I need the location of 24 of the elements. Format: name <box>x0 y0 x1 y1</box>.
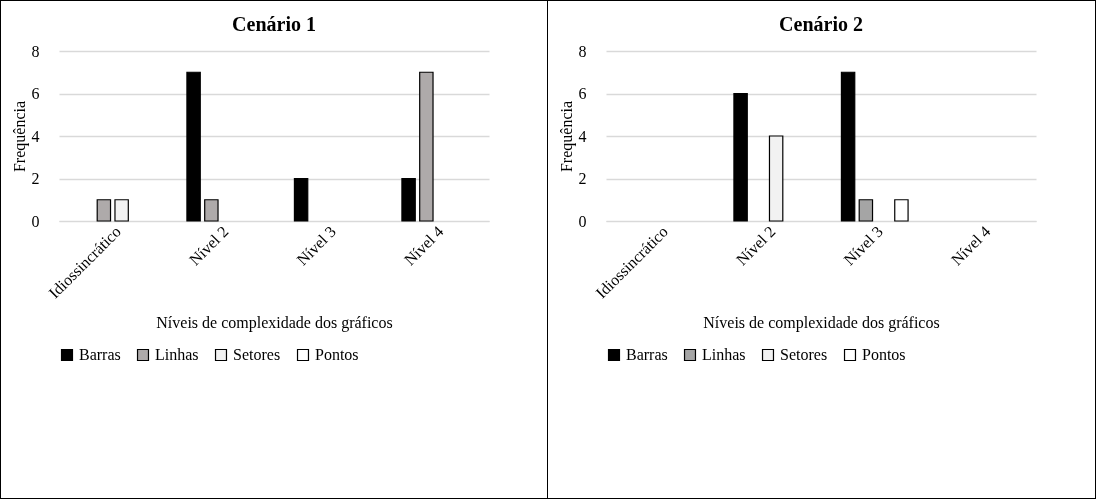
legend-label: Pontos <box>862 346 906 363</box>
legend-label: Linhas <box>702 346 746 363</box>
legend-label: Linhas <box>155 346 199 363</box>
legend-label: Barras <box>79 346 121 363</box>
x-axis-title: Níveis de complexidade dos gráficos <box>703 314 940 333</box>
y-tick-label: 4 <box>578 127 587 145</box>
y-tick-label: 8 <box>31 42 40 60</box>
y-tick-label: 2 <box>578 170 587 187</box>
legend-label: Pontos <box>315 346 359 363</box>
y-tick-label: 6 <box>578 85 587 102</box>
y-tick-label: 0 <box>578 212 587 230</box>
y-tick-label: 4 <box>31 127 40 145</box>
y-axis-title: Frequência <box>10 100 29 173</box>
y-tick-label: 6 <box>31 85 40 102</box>
y-axis-title: Frequência <box>557 100 576 173</box>
x-axis-title: Níveis de complexidade dos gráficos <box>156 314 393 333</box>
chart-title: Cenário 2 <box>779 13 863 35</box>
y-tick-label: 8 <box>578 42 587 60</box>
y-tick-label: 0 <box>31 212 40 230</box>
y-tick-label: 2 <box>31 170 40 187</box>
chart-title: Cenário 1 <box>232 13 316 35</box>
legend-label: Setores <box>233 346 281 363</box>
legend-label: Barras <box>626 346 668 363</box>
legend-label: Setores <box>780 346 828 363</box>
